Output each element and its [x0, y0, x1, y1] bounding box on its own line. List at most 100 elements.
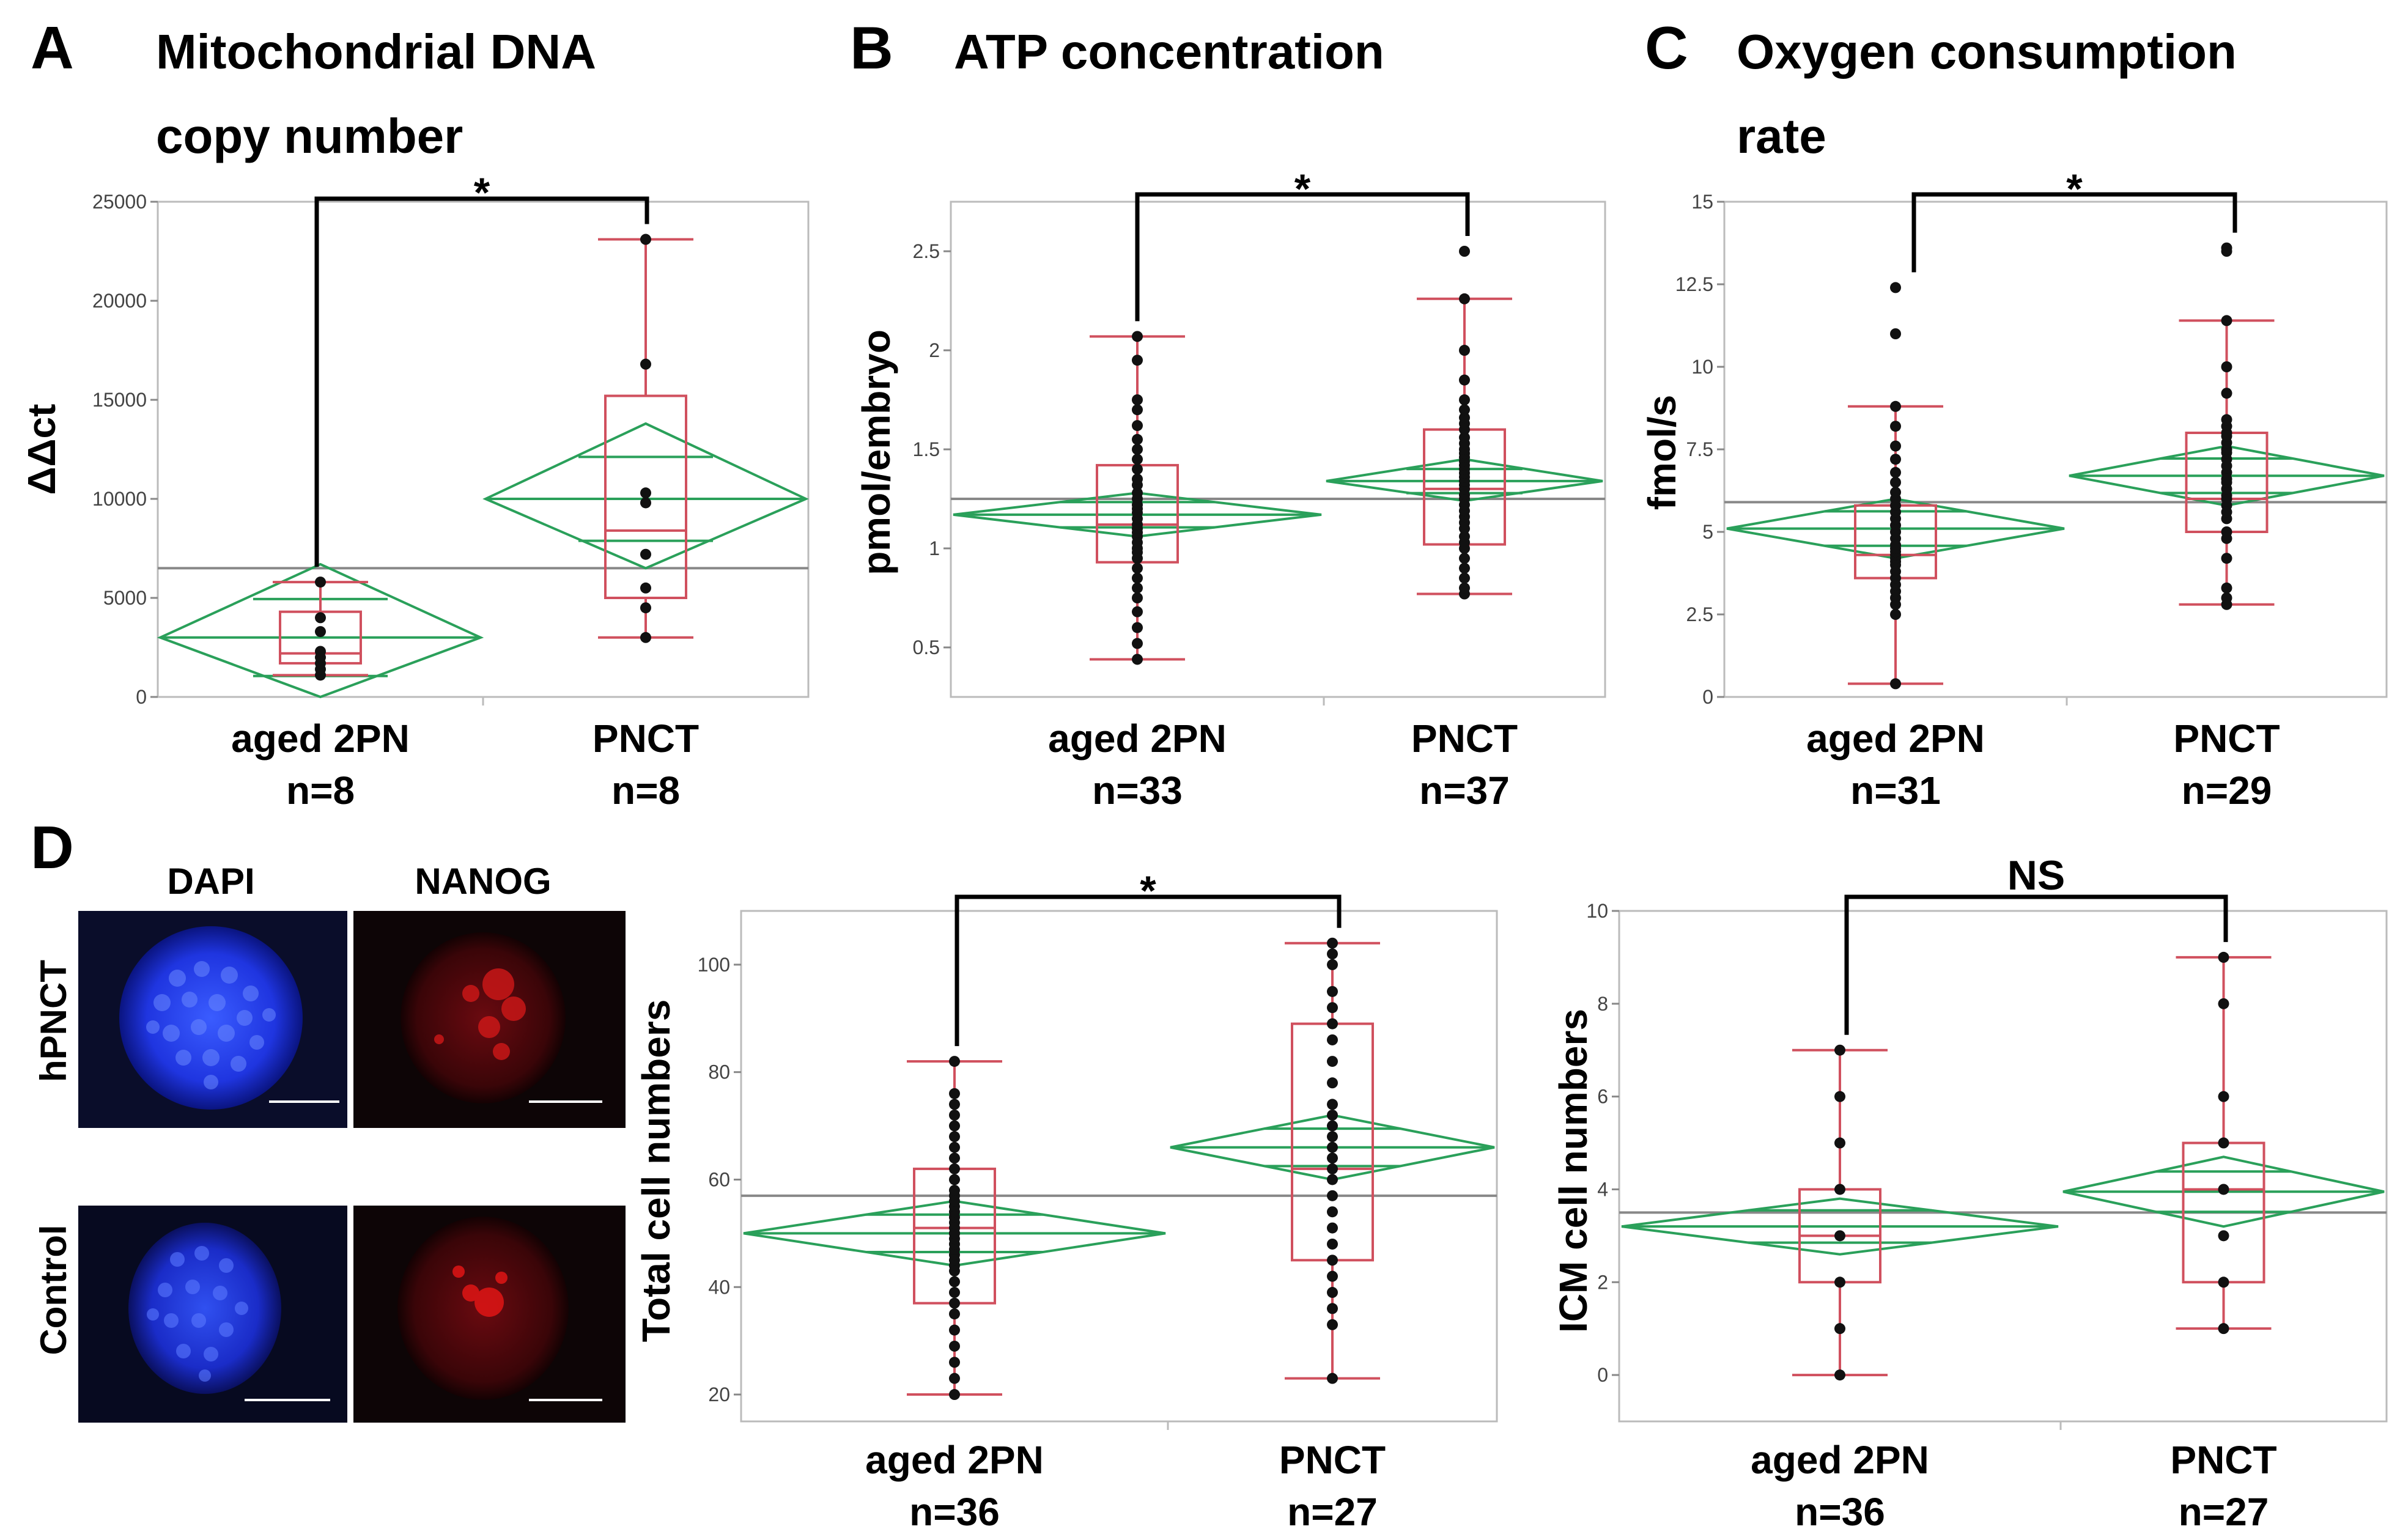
panel-letter-c: C	[1645, 14, 1688, 81]
y-tick-label: 4	[1597, 1178, 1608, 1200]
data-point	[1132, 562, 1143, 574]
chart-panel-b: 0.5 1 1.5 2 2.5 pmol/embryo aged 2PN n=33 PNCT n=…	[854, 166, 1606, 812]
data-point	[1327, 948, 1338, 960]
data-point	[1890, 609, 1901, 620]
data-point	[1132, 444, 1143, 455]
panel-a-title-line-1: Mitochondrial DNA	[156, 24, 596, 79]
data-point	[949, 1163, 960, 1174]
data-point	[640, 358, 651, 370]
category-label: aged 2PN	[231, 717, 410, 761]
sample-size-label: n=8	[286, 768, 355, 812]
y-tick-label: 2	[1597, 1271, 1608, 1293]
nanog-embryo-hpnct	[401, 932, 566, 1103]
data-point	[949, 1372, 960, 1384]
plot-frame	[157, 201, 810, 698]
data-point	[2218, 998, 2229, 1009]
nanog-signal-hpnct	[434, 968, 526, 1060]
y-tick-label: 20	[708, 1383, 730, 1406]
data-point	[2218, 1184, 2229, 1195]
y-tick-label: 15000	[92, 389, 147, 411]
data-point	[1132, 473, 1143, 485]
data-point	[1890, 487, 1901, 498]
data-point	[1890, 678, 1901, 690]
data-point	[949, 1174, 960, 1185]
y-tick-label: 60	[708, 1168, 730, 1190]
data-point	[640, 582, 651, 594]
data-point	[1327, 1163, 1338, 1174]
significance-bracket	[1844, 894, 2228, 1035]
data-point	[1327, 1238, 1338, 1250]
panel-letter-b: B	[850, 14, 893, 81]
data-point	[2221, 526, 2232, 537]
column-label-nanog: NANOG	[415, 861, 551, 902]
data-point	[1132, 355, 1143, 366]
data-point	[1834, 1137, 1845, 1149]
significance-label: *	[1140, 868, 1156, 914]
data-point	[1327, 1254, 1338, 1266]
y-tick-label: 1	[929, 537, 940, 559]
panel-letter-d: D	[31, 814, 74, 881]
data-point	[640, 548, 651, 560]
data-point	[2218, 1091, 2229, 1102]
significance-label: *	[2066, 166, 2083, 212]
data-point	[949, 1088, 960, 1099]
y-axis-label: fmol/s	[1640, 395, 1684, 510]
y-tick-label: 0.5	[913, 636, 940, 658]
chart-panel-c: 0 2.5 5 7.5 10 12.5 15 fmol/s aged 2PN n=31 PNCT n=…	[1640, 166, 2388, 812]
data-point	[1890, 454, 1901, 465]
dapi-nuclei-hpnct	[146, 961, 276, 1089]
category-label: aged 2PN	[1048, 717, 1227, 761]
data-point	[949, 1357, 960, 1368]
y-tick-label: 2	[929, 339, 940, 361]
data-point	[949, 1056, 960, 1067]
data-point	[1890, 477, 1901, 488]
data-point	[2221, 592, 2232, 603]
data-point	[2218, 1323, 2229, 1335]
panel-c-title-line-2: rate	[1737, 109, 1826, 163]
data-point	[1132, 420, 1143, 432]
data-point	[949, 1185, 960, 1196]
data-point	[315, 577, 326, 588]
data-point	[1132, 582, 1143, 594]
category-label: aged 2PN	[1806, 717, 1985, 761]
data-point	[1327, 1034, 1338, 1045]
data-point	[2221, 506, 2232, 518]
data-point	[1890, 543, 1901, 554]
data-point	[1327, 1141, 1338, 1153]
data-point	[1327, 1152, 1338, 1164]
data-point	[949, 1308, 960, 1320]
data-point	[1834, 1323, 1845, 1335]
y-tick-label: 40	[708, 1276, 730, 1298]
data-point	[1834, 1230, 1845, 1242]
significance-label: *	[1294, 166, 1311, 212]
data-point	[2221, 361, 2232, 372]
data-point	[949, 1287, 960, 1299]
sample-size-label: n=27	[1287, 1490, 1378, 1534]
y-tick-label: 7.5	[1686, 438, 1713, 460]
y-tick-label: 10	[1586, 900, 1608, 922]
data-point	[1327, 1018, 1338, 1030]
y-tick-label: 0	[1597, 1364, 1608, 1386]
data-point	[1834, 1044, 1845, 1056]
data-point	[949, 1131, 960, 1143]
plot-frame	[950, 201, 1606, 698]
data-point	[1327, 1077, 1338, 1089]
data-point	[2218, 1277, 2229, 1288]
data-point	[1327, 1190, 1338, 1201]
significance-bracket	[314, 196, 649, 567]
data-point	[1327, 1222, 1338, 1234]
data-point	[2221, 315, 2232, 326]
data-point	[2218, 1137, 2229, 1149]
data-point	[2221, 430, 2232, 442]
data-point	[1132, 606, 1143, 617]
data-point	[1890, 421, 1901, 432]
y-axis-label: Total cell numbers	[634, 1000, 678, 1343]
panel-letter-a: A	[31, 14, 74, 81]
significance-bracket	[954, 894, 1342, 1047]
plot-frame	[1723, 201, 2388, 698]
significance-bracket	[1911, 192, 2237, 273]
data-point	[315, 646, 326, 657]
sample-size-label: n=29	[2182, 768, 2272, 812]
y-tick-label: 10000	[92, 488, 147, 510]
panel-a-title-line-2: copy number	[156, 109, 463, 163]
